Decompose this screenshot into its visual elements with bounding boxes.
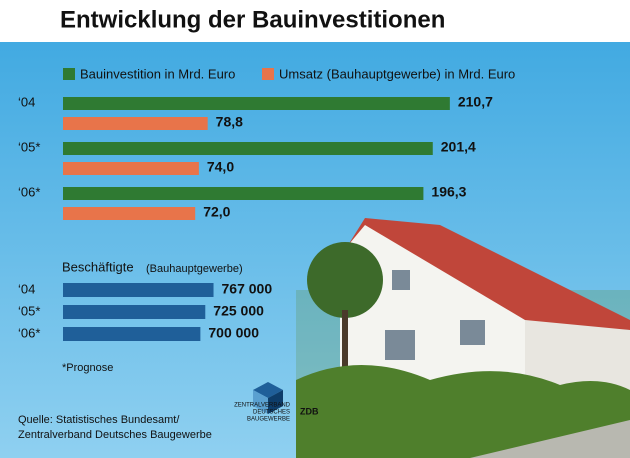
- chart-subtitle: (Bauhauptgewerbe): [146, 263, 243, 275]
- chart-title: Beschäftigte: [62, 259, 134, 274]
- bar: [63, 207, 196, 220]
- y-tick-label: ‘06*: [18, 325, 40, 340]
- value-label: 196,3: [431, 184, 466, 200]
- legend-swatch: [63, 68, 75, 80]
- note: *Prognose: [62, 362, 113, 374]
- value-label: 78,8: [216, 114, 243, 130]
- bar: [63, 283, 214, 297]
- y-tick-label: ‘05*: [18, 139, 40, 154]
- title-band: [0, 0, 630, 42]
- logo-text: ZDB: [300, 406, 319, 416]
- value-label: 700 000: [208, 325, 259, 341]
- bar: [63, 97, 450, 110]
- legend-label: Bauinvestition in Mrd. Euro: [80, 66, 235, 81]
- bar: [63, 305, 206, 319]
- source: Quelle: Statistisches Bundesamt/: [18, 414, 180, 426]
- y-tick-label: ‘06*: [18, 184, 40, 199]
- bar: [63, 117, 208, 130]
- logo-text: DEUTSCHES: [253, 410, 290, 416]
- bar: [63, 187, 424, 200]
- value-label: 725 000: [213, 303, 264, 319]
- bar: [63, 327, 201, 341]
- bar: [63, 162, 199, 175]
- logo: [253, 382, 283, 414]
- legend-swatch: [262, 68, 274, 80]
- bar: [63, 142, 433, 155]
- logo-text: ZENTRALVERBAND: [234, 403, 291, 409]
- value-label: 74,0: [207, 159, 234, 175]
- logo-text: BAUGEWERBE: [247, 417, 290, 423]
- legend-label: Umsatz (Bauhauptgewerbe) in Mrd. Euro: [279, 66, 515, 81]
- source: Zentralverband Deutsches Baugewerbe: [18, 429, 212, 441]
- y-tick-label: ‘04: [18, 281, 35, 296]
- house-photo: [296, 218, 630, 458]
- value-label: 201,4: [441, 139, 476, 155]
- y-tick-label: ‘05*: [18, 303, 40, 318]
- chart-title: Entwicklung der Bauinvestitionen: [60, 6, 445, 33]
- value-label: 72,0: [203, 204, 230, 220]
- y-tick-label: ‘04: [18, 94, 35, 109]
- value-label: 767 000: [222, 281, 273, 297]
- value-label: 210,7: [458, 94, 493, 110]
